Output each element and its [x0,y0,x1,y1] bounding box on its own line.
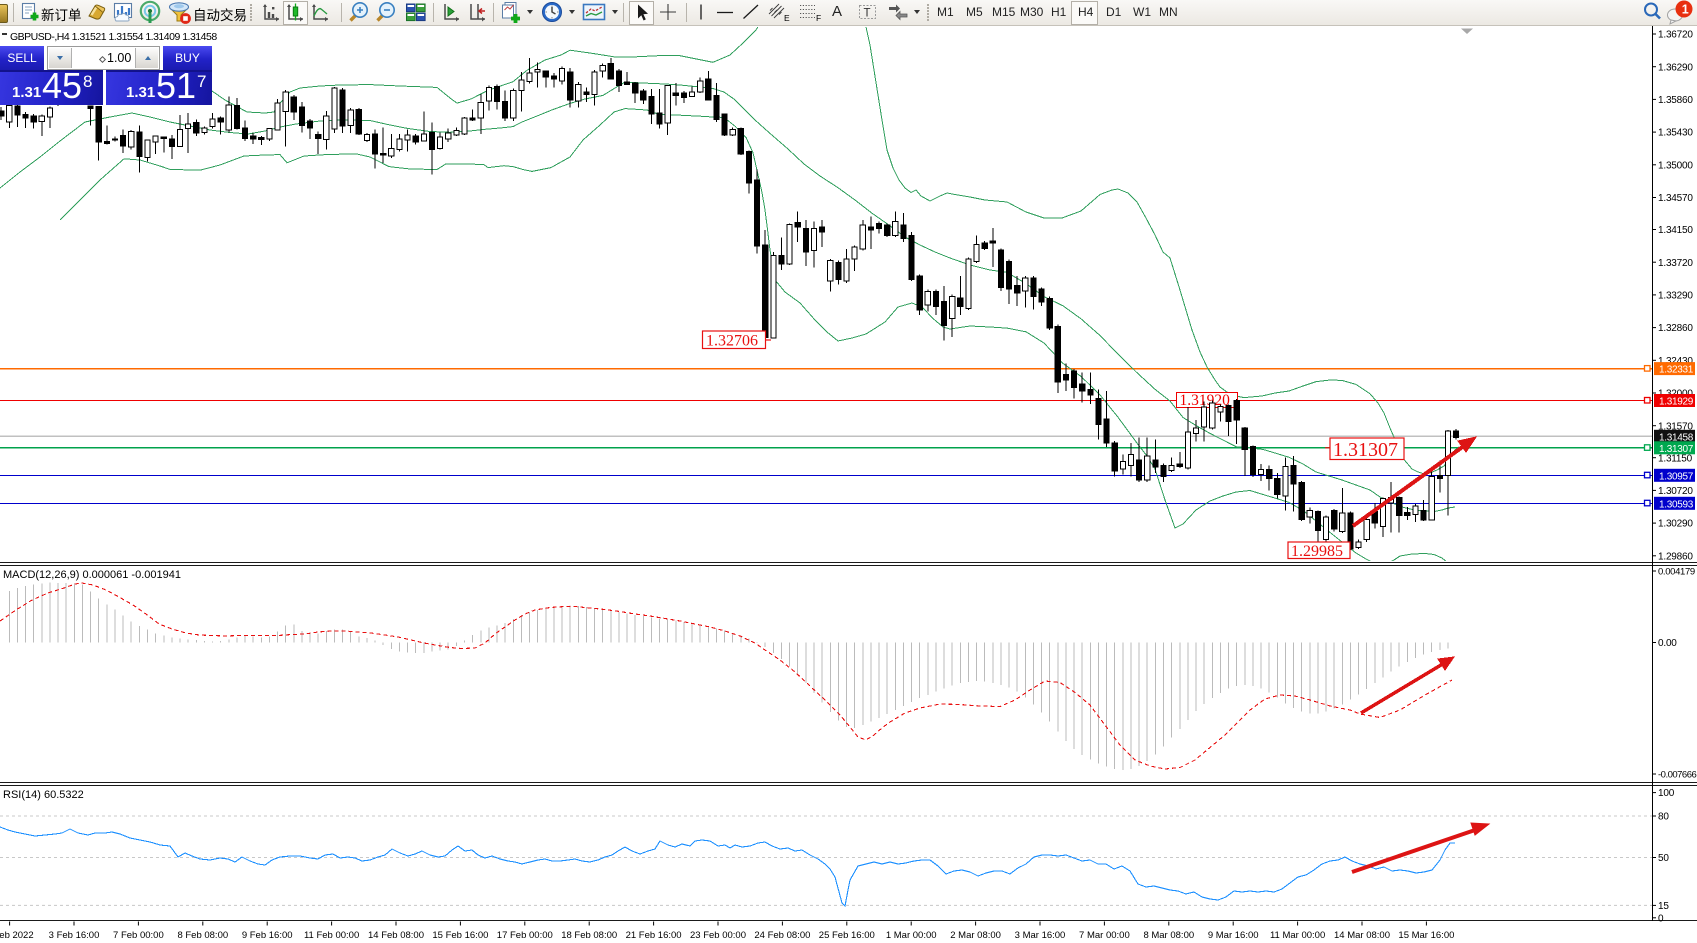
svg-text:-0.007666: -0.007666 [1658,770,1697,781]
svg-text:21 Feb 16:00: 21 Feb 16:00 [626,930,682,941]
svg-text:7 Mar 00:00: 7 Mar 00:00 [1079,930,1130,941]
svg-text:1.36290: 1.36290 [1658,62,1693,73]
svg-text:15 Feb 16:00: 15 Feb 16:00 [432,930,488,941]
svg-text:RSI(14) 60.5322: RSI(14) 60.5322 [3,789,84,801]
svg-text:14 Mar 08:00: 14 Mar 08:00 [1334,930,1390,941]
svg-text:1.31458: 1.31458 [1659,432,1694,443]
svg-text:23 Feb 00:00: 23 Feb 00:00 [690,930,746,941]
svg-text:1.29985: 1.29985 [1291,543,1343,560]
svg-text:100: 100 [1658,788,1675,799]
svg-text:1.31150: 1.31150 [1658,453,1693,464]
svg-text:2 Mar 08:00: 2 Mar 08:00 [950,930,1001,941]
svg-text:1.34570: 1.34570 [1658,193,1693,204]
svg-text:1.29860: 1.29860 [1658,551,1693,562]
svg-text:1.33720: 1.33720 [1658,258,1693,269]
svg-text:15: 15 [1658,901,1669,912]
svg-text:14 Feb 08:00: 14 Feb 08:00 [368,930,424,941]
svg-text:1.31307: 1.31307 [1333,439,1398,461]
svg-text:1.35430: 1.35430 [1658,128,1693,139]
svg-text:F: F [816,13,821,23]
svg-text:15 Mar 16:00: 15 Mar 16:00 [1398,930,1454,941]
svg-text:1: 1 [1682,3,1689,17]
svg-text:1 Mar 00:00: 1 Mar 00:00 [886,930,937,941]
svg-text:1.34150: 1.34150 [1658,225,1693,236]
svg-text:1.31929: 1.31929 [1659,397,1694,408]
svg-text:1.35000: 1.35000 [1658,160,1693,171]
svg-text:25 Feb 16:00: 25 Feb 16:00 [819,930,875,941]
svg-text:8 Feb 08:00: 8 Feb 08:00 [177,930,228,941]
svg-text:0.004179: 0.004179 [1658,567,1695,578]
svg-text:80: 80 [1658,812,1669,823]
svg-text:8 Mar 08:00: 8 Mar 08:00 [1143,930,1194,941]
svg-text:E: E [784,13,790,23]
svg-text:17 Feb 00:00: 17 Feb 00:00 [497,930,553,941]
svg-text:1.31307: 1.31307 [1659,444,1694,455]
svg-text:3 Feb 16:00: 3 Feb 16:00 [49,930,100,941]
svg-text:11 Mar 00:00: 11 Mar 00:00 [1270,930,1325,941]
svg-text:7 Feb 00:00: 7 Feb 00:00 [113,930,164,941]
svg-text:3 Mar 16:00: 3 Mar 16:00 [1015,930,1066,941]
svg-text:1.36720: 1.36720 [1658,30,1693,41]
svg-text:1.30290: 1.30290 [1658,519,1693,530]
svg-text:1.30957: 1.30957 [1659,471,1694,482]
svg-text:T: T [864,8,871,20]
svg-text:1.32331: 1.32331 [1659,365,1694,376]
svg-text:MACD(12,26,9) 0.000061 -0.0019: MACD(12,26,9) 0.000061 -0.001941 [3,569,181,581]
svg-text:1.30593: 1.30593 [1659,499,1694,510]
svg-text:11 Feb 00:00: 11 Feb 00:00 [304,930,359,941]
svg-text:1.31920: 1.31920 [1180,392,1231,409]
svg-text:1.33290: 1.33290 [1658,291,1693,302]
svg-text:9 Mar 16:00: 9 Mar 16:00 [1208,930,1259,941]
svg-text:0: 0 [1658,913,1664,924]
svg-text:GBPUSD-,H4 1.31521 1.31554 1.: GBPUSD-,H4 1.31521 1.31554 1.31409 1.314… [10,31,217,43]
svg-text:1.31570: 1.31570 [1658,421,1693,432]
svg-text:0.00: 0.00 [1658,638,1677,649]
svg-text:1.35860: 1.35860 [1658,95,1693,106]
svg-text:1.32860: 1.32860 [1658,323,1693,334]
svg-text:1 Feb 2022: 1 Feb 2022 [0,930,34,941]
svg-text:18 Feb 08:00: 18 Feb 08:00 [561,930,617,941]
svg-text:50: 50 [1658,853,1669,864]
svg-text:24 Feb 08:00: 24 Feb 08:00 [754,930,810,941]
svg-text:9 Feb 16:00: 9 Feb 16:00 [242,930,293,941]
svg-text:1.32430: 1.32430 [1658,356,1693,367]
svg-text:1.32706: 1.32706 [706,333,758,350]
svg-text:1.30720: 1.30720 [1658,486,1693,497]
